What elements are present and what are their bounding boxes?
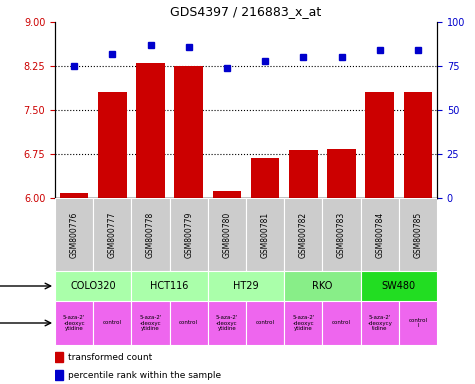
Bar bbox=[132, 271, 208, 301]
Text: GSM800784: GSM800784 bbox=[375, 211, 384, 258]
Text: GSM800779: GSM800779 bbox=[184, 211, 193, 258]
Bar bbox=[208, 271, 284, 301]
Text: control
l: control l bbox=[408, 318, 428, 328]
Text: 5-aza-2'
-deoxyc
ytidine: 5-aza-2' -deoxyc ytidine bbox=[139, 315, 162, 331]
Bar bbox=[132, 198, 170, 271]
Bar bbox=[170, 198, 208, 271]
Bar bbox=[174, 66, 203, 198]
Text: GSM800780: GSM800780 bbox=[222, 211, 231, 258]
Bar bbox=[246, 301, 284, 345]
Bar bbox=[361, 271, 437, 301]
Bar bbox=[361, 301, 399, 345]
Bar bbox=[55, 352, 63, 362]
Text: GSM800776: GSM800776 bbox=[70, 211, 78, 258]
Bar bbox=[284, 301, 323, 345]
Title: GDS4397 / 216883_x_at: GDS4397 / 216883_x_at bbox=[171, 5, 322, 18]
Text: 5-aza-2'
-deoxyc
ytidine: 5-aza-2' -deoxyc ytidine bbox=[63, 315, 86, 331]
Text: GSM800777: GSM800777 bbox=[108, 211, 117, 258]
Text: SW480: SW480 bbox=[382, 281, 416, 291]
Bar bbox=[251, 158, 279, 198]
Bar bbox=[246, 198, 284, 271]
Bar bbox=[93, 301, 132, 345]
Bar bbox=[60, 193, 88, 198]
Bar bbox=[327, 149, 356, 198]
Text: 5-aza-2'
-deoxyc
ytidine: 5-aza-2' -deoxyc ytidine bbox=[216, 315, 238, 331]
Text: HCT116: HCT116 bbox=[151, 281, 189, 291]
Text: GSM800782: GSM800782 bbox=[299, 212, 308, 258]
Text: GSM800778: GSM800778 bbox=[146, 211, 155, 258]
Text: control: control bbox=[332, 321, 351, 326]
Bar bbox=[55, 301, 93, 345]
Bar bbox=[365, 93, 394, 198]
Text: GSM800783: GSM800783 bbox=[337, 211, 346, 258]
Text: control: control bbox=[103, 321, 122, 326]
Text: COLO320: COLO320 bbox=[70, 281, 116, 291]
Text: control: control bbox=[179, 321, 198, 326]
Bar bbox=[284, 271, 361, 301]
Text: HT29: HT29 bbox=[233, 281, 259, 291]
Bar bbox=[132, 301, 170, 345]
Text: GSM800781: GSM800781 bbox=[261, 212, 270, 258]
Bar bbox=[98, 93, 127, 198]
Bar bbox=[55, 271, 132, 301]
Text: transformed count: transformed count bbox=[68, 353, 152, 361]
Bar bbox=[55, 198, 93, 271]
Bar bbox=[208, 301, 246, 345]
Bar bbox=[208, 198, 246, 271]
Bar bbox=[399, 198, 437, 271]
Text: 5-aza-2'
-deoxyc
ytidine: 5-aza-2' -deoxyc ytidine bbox=[292, 315, 314, 331]
Bar bbox=[323, 198, 361, 271]
Text: percentile rank within the sample: percentile rank within the sample bbox=[68, 371, 221, 379]
Text: GSM800785: GSM800785 bbox=[413, 211, 422, 258]
Bar bbox=[136, 63, 165, 198]
Bar bbox=[93, 198, 132, 271]
Bar bbox=[170, 301, 208, 345]
Bar bbox=[323, 301, 361, 345]
Text: 5-aza-2'
-deoxycy
tidine: 5-aza-2' -deoxycy tidine bbox=[367, 315, 392, 331]
Bar bbox=[404, 93, 432, 198]
Text: control: control bbox=[256, 321, 275, 326]
Bar bbox=[55, 369, 63, 381]
Bar bbox=[284, 198, 323, 271]
Bar bbox=[289, 150, 318, 198]
Bar bbox=[213, 191, 241, 198]
Bar bbox=[361, 198, 399, 271]
Text: RKO: RKO bbox=[312, 281, 332, 291]
Bar bbox=[399, 301, 437, 345]
